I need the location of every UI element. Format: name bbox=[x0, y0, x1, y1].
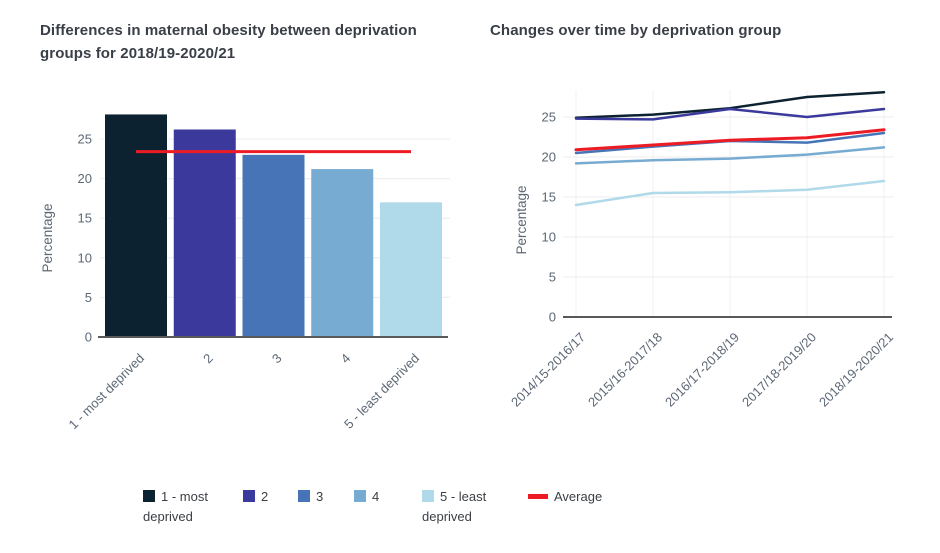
y-tick-label: 25 bbox=[78, 132, 92, 147]
y-tick-label: 20 bbox=[542, 150, 556, 165]
y-tick-label: 20 bbox=[78, 171, 92, 186]
legend-label: 3 bbox=[316, 489, 324, 504]
y-axis-label: Percentage bbox=[40, 203, 55, 272]
legend-swatch-average bbox=[528, 494, 548, 499]
chart-legend: 1 - most deprived 2 3 4 5 - least depriv… bbox=[0, 487, 940, 543]
legend-swatch-2 bbox=[243, 490, 255, 502]
bar-1-most-deprived bbox=[105, 114, 167, 337]
legend-label: 2 bbox=[261, 489, 269, 504]
y-tick-label: 10 bbox=[78, 250, 92, 265]
x-tick-label: 1 - most deprived bbox=[65, 351, 147, 433]
legend-item-average: Average bbox=[528, 487, 618, 507]
series-line-average bbox=[574, 128, 886, 152]
legend-item-4: 4 bbox=[354, 487, 394, 507]
y-tick-label: 0 bbox=[85, 330, 92, 345]
legend-label: Average bbox=[554, 489, 603, 504]
legend-item-1-most-deprived: 1 - most deprived bbox=[143, 487, 221, 527]
x-tick-label: 2015/16-2017/18 bbox=[585, 330, 665, 410]
x-tick-label: 3 bbox=[269, 351, 285, 367]
x-tick-label: 4 bbox=[338, 351, 354, 367]
line-chart: 0 5 10 15 20 25 2014/15-2016/172015/16-2017/18… bbox=[508, 90, 896, 410]
legend-item-5-least-deprived: 5 - least deprived bbox=[422, 487, 500, 527]
y-tick-label: 5 bbox=[549, 270, 556, 285]
series-line-2 bbox=[574, 107, 886, 121]
y-tick-label: 5 bbox=[85, 290, 92, 305]
line-chart-title: Changes over time by deprivation group bbox=[490, 22, 782, 39]
bar-3 bbox=[242, 154, 305, 337]
x-tick-label: 2018/19-2020/21 bbox=[816, 330, 896, 410]
legend-swatch-3 bbox=[298, 490, 310, 502]
y-axis-label: Percentage bbox=[514, 185, 529, 254]
y-tick-label: 15 bbox=[78, 211, 92, 226]
legend-item-3: 3 bbox=[298, 487, 338, 507]
x-tick-label: 5 - least deprived bbox=[341, 351, 422, 432]
bar-2 bbox=[173, 129, 236, 337]
y-tick-label: 10 bbox=[542, 230, 556, 245]
series-line-5-least-deprived bbox=[574, 179, 886, 207]
legend-item-2: 2 bbox=[243, 487, 283, 507]
y-tick-label: 0 bbox=[549, 310, 556, 325]
x-tick-label: 2014/15-2016/17 bbox=[508, 330, 588, 410]
legend-swatch-5-least-deprived bbox=[422, 490, 434, 502]
bar-4 bbox=[311, 169, 374, 337]
x-tick-label: 2016/17-2018/19 bbox=[662, 330, 742, 410]
legend-label: 5 - least deprived bbox=[422, 489, 487, 525]
y-tick-label: 15 bbox=[542, 190, 556, 205]
legend-label: 1 - most deprived bbox=[143, 489, 208, 525]
legend-label: 4 bbox=[372, 489, 380, 504]
x-tick-label: 2 bbox=[200, 351, 216, 367]
y-tick-label: 25 bbox=[542, 110, 556, 125]
bar-chart-title: Differences in maternal obesity between … bbox=[40, 22, 417, 62]
legend-swatch-4 bbox=[354, 490, 366, 502]
legend-swatch-1-most-deprived bbox=[143, 490, 155, 502]
bar-chart: 0 5 10 15 20 25 1 - most deprived 2 3 45 - least … bbox=[40, 114, 450, 433]
series-line-4 bbox=[574, 146, 886, 165]
x-tick-label: 2017/18-2019/20 bbox=[739, 330, 819, 410]
bar-5-least-deprived bbox=[380, 202, 442, 337]
